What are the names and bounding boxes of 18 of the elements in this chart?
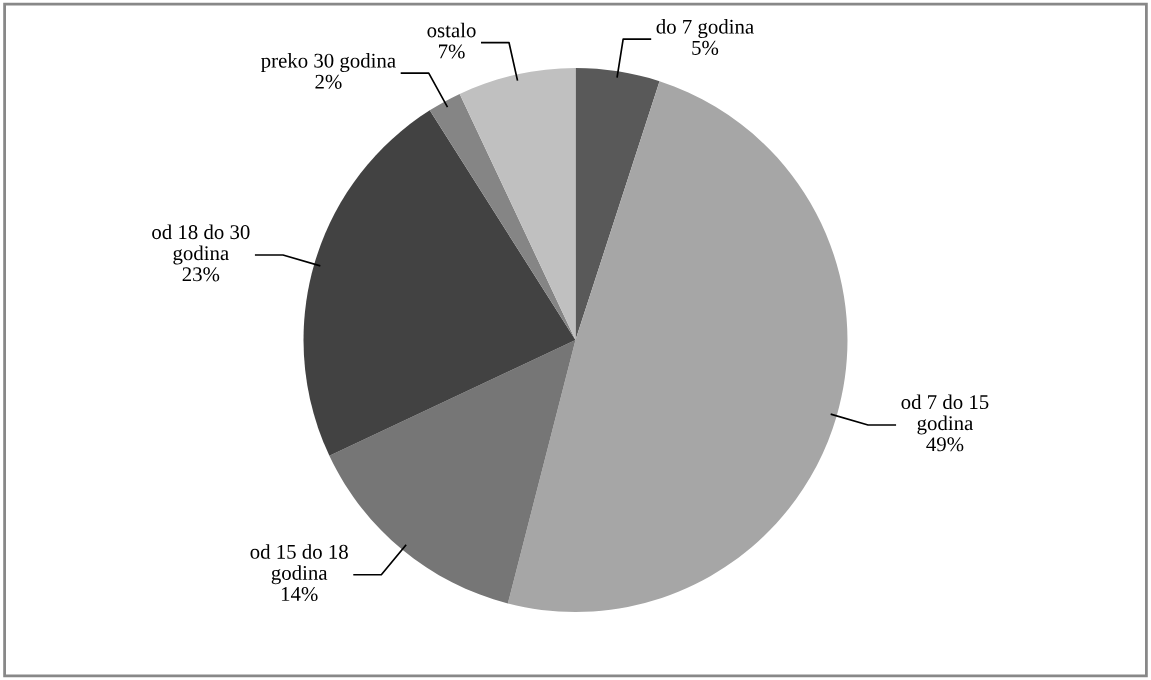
pie-slice <box>303 110 576 456</box>
data-label: 14% <box>281 586 318 602</box>
slice-label: od 15 do 18 godina <box>250 544 348 585</box>
slice-label: preko 30 godina <box>261 53 396 72</box>
pie-slice <box>429 93 576 340</box>
data-label: 23% <box>182 267 220 282</box>
data-label: 2% <box>315 74 342 89</box>
data-label: 5% <box>692 40 719 55</box>
data-label: 7% <box>439 44 465 59</box>
data-label: 49% <box>926 437 964 452</box>
pie-slice <box>507 81 848 612</box>
pie-slice <box>575 68 660 340</box>
pie-slice <box>459 68 576 340</box>
pie-slice <box>329 340 576 604</box>
slice-label: od 18 do 30 godina <box>152 224 250 265</box>
slice-label: od 7 do 15 godina <box>901 394 989 435</box>
slice-label: do 7 godina <box>656 19 754 39</box>
slice-label: ostalo <box>427 22 476 38</box>
